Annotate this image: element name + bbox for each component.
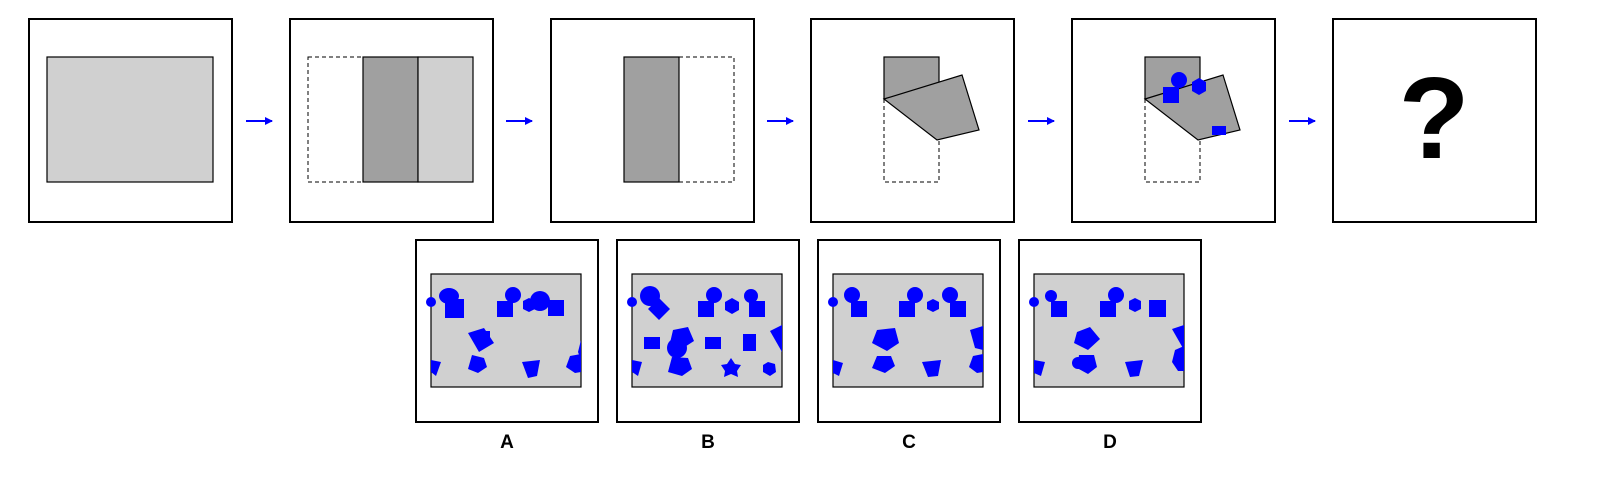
folded-flap bbox=[882, 74, 980, 141]
hole-small-rect bbox=[1212, 126, 1226, 135]
option-a-holes bbox=[426, 287, 581, 378]
option-c-panel[interactable] bbox=[817, 239, 1001, 423]
hole-hexagon bbox=[1192, 78, 1206, 95]
hole-square bbox=[1163, 87, 1179, 103]
step-4-panel bbox=[810, 18, 1015, 223]
question-panel: ? bbox=[1332, 18, 1537, 223]
option-b-panel[interactable] bbox=[616, 239, 800, 423]
paper-sheet-right bbox=[417, 56, 474, 183]
folded-layer bbox=[623, 56, 680, 183]
option-d-panel[interactable] bbox=[1018, 239, 1202, 423]
paper-sheet bbox=[46, 56, 214, 183]
folded-outline-right bbox=[678, 56, 735, 183]
step-5-panel bbox=[1071, 18, 1276, 223]
option-d-label: D bbox=[1103, 432, 1117, 453]
option-a-label: A bbox=[500, 432, 514, 453]
option-b-holes bbox=[627, 286, 782, 377]
folded-outline-left bbox=[307, 56, 364, 183]
option-d-holes bbox=[1029, 287, 1184, 377]
option-c-holes bbox=[828, 287, 983, 377]
step-3-panel bbox=[550, 18, 755, 223]
folded-layer bbox=[362, 56, 419, 183]
hole-circle bbox=[1171, 72, 1187, 88]
option-c-label: C bbox=[902, 432, 916, 453]
question-mark: ? bbox=[1399, 53, 1470, 183]
step-2-panel bbox=[289, 18, 494, 223]
option-a-panel[interactable] bbox=[415, 239, 599, 423]
step-1-panel bbox=[28, 18, 233, 223]
option-b-label: B bbox=[701, 432, 715, 453]
